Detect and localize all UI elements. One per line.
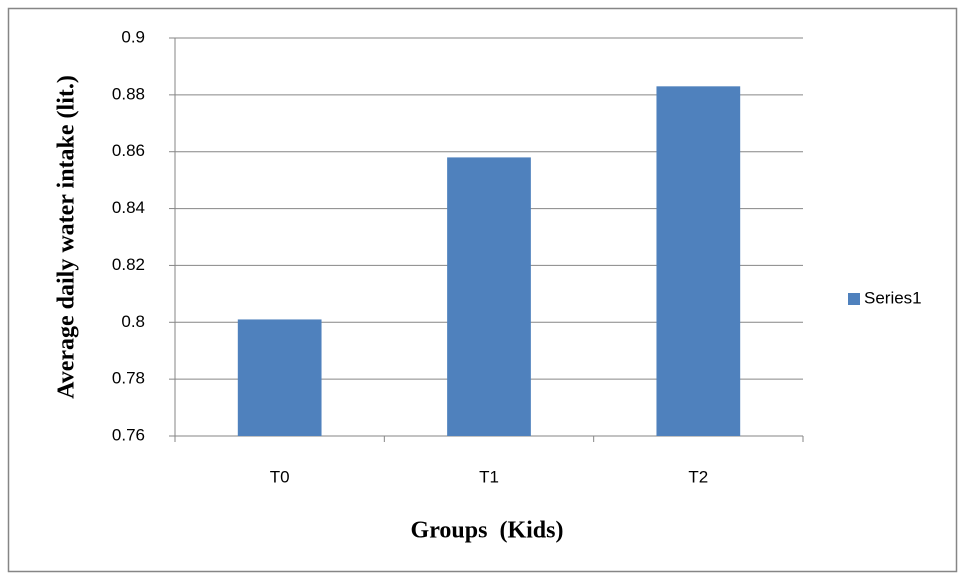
bar — [656, 86, 741, 436]
y-tick-label: 0.86 — [112, 141, 145, 160]
y-tick-label: 0.78 — [112, 369, 145, 388]
legend-swatch — [848, 293, 860, 305]
y-tick-label: 0.8 — [121, 312, 145, 331]
x-tick-label: T0 — [270, 467, 290, 486]
y-tick-label: 0.9 — [121, 27, 145, 46]
x-tick-label: T2 — [688, 467, 708, 486]
y-axis-title: Average daily water intake (lit.) — [54, 75, 80, 399]
y-tick-label: 0.88 — [112, 84, 145, 103]
y-tick-label: 0.76 — [112, 425, 145, 444]
bar — [237, 319, 322, 436]
x-tick-label: T1 — [479, 467, 499, 486]
bar — [447, 157, 531, 436]
x-axis-title: Groups (Kids) — [411, 518, 564, 544]
legend-label: Series1 — [864, 288, 922, 307]
y-tick-label: 0.84 — [112, 198, 145, 217]
y-tick-label: 0.82 — [112, 255, 145, 274]
